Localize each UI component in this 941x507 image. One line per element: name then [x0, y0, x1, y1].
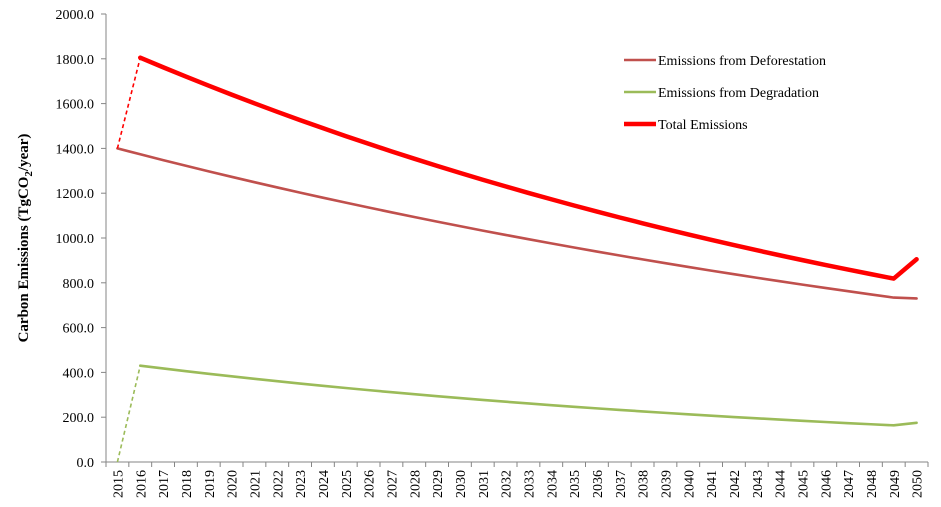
x-tick-label: 2042: [728, 470, 743, 498]
emissions-from-deforestation-line: [117, 148, 916, 298]
x-tick-label: 2048: [865, 470, 880, 498]
y-tick-label: 1400.0: [56, 142, 95, 157]
x-tick-label: 2017: [157, 470, 172, 498]
x-tick-label: 2028: [408, 470, 423, 498]
x-tick-label: 2021: [248, 470, 263, 498]
x-tick-label: 2029: [431, 470, 446, 498]
x-tick-label: 2025: [340, 470, 355, 498]
x-tick-label: 2032: [500, 470, 515, 498]
x-tick-label: 2018: [180, 470, 195, 498]
x-tick-label: 2031: [477, 470, 492, 498]
y-tick-label: 1200.0: [56, 187, 95, 202]
y-tick-label: 2000.0: [56, 8, 95, 23]
x-tick-label: 2043: [751, 470, 766, 498]
y-tick-label: 600.0: [63, 322, 95, 337]
x-tick-label: 2050: [911, 470, 926, 498]
x-tick-label: 2035: [568, 470, 583, 498]
y-tick-label: 0.0: [77, 456, 95, 471]
legend: Emissions from Deforestation Emissions fr…: [624, 54, 826, 133]
emissions-line-chart: Carbon Emissions (TgCO2/year) 0.0 200.0 40…: [0, 0, 941, 507]
x-tick-label: 2015: [111, 470, 126, 498]
x-tick-label: 2040: [682, 470, 697, 498]
x-tick-label: 2023: [294, 470, 309, 498]
y-tick-label: 200.0: [63, 411, 95, 426]
x-tick-label: 2038: [637, 470, 652, 498]
series-lines: [117, 58, 916, 462]
x-tick-label: 2044: [774, 470, 789, 498]
x-tick-label: 2034: [545, 470, 560, 498]
x-tick-label: 2022: [271, 470, 286, 498]
x-axis-ticks: 2015 2016 2017 2018 2019 2020 2021 2022 2023 2024…: [106, 462, 928, 498]
y-axis-title: Carbon Emissions (TgCO2/year): [16, 134, 35, 343]
x-tick-label: 2045: [796, 470, 811, 498]
y-tick-label: 400.0: [63, 366, 95, 381]
y-tick-label: 1000.0: [56, 232, 95, 247]
x-tick-label: 2036: [591, 470, 606, 498]
emissions-from-degradation-line: [140, 366, 916, 426]
x-tick-label: 2020: [226, 470, 241, 498]
y-axis-title-group: Carbon Emissions (TgCO2/year): [16, 134, 35, 343]
y-tick-label: 1800.0: [56, 53, 95, 68]
y-tick-label: 800.0: [63, 277, 95, 292]
x-tick-label: 2016: [134, 470, 149, 498]
x-tick-label: 2037: [614, 470, 629, 498]
legend-label-emissions-from-degradation: Emissions from Degradation: [658, 86, 819, 101]
legend-label-total-emissions: Total Emissions: [658, 118, 748, 133]
x-tick-label: 2039: [659, 470, 674, 498]
x-tick-label: 2024: [317, 470, 332, 498]
emissions-from-degradation-start-segment: [117, 366, 140, 462]
x-tick-label: 2030: [454, 470, 469, 498]
y-axis-ticks: 0.0 200.0 400.0 600.0 800.0 1000.0 1200.0 1400.…: [56, 8, 107, 471]
total-emissions-start-segment: [117, 58, 140, 149]
y-tick-label: 1600.0: [56, 98, 95, 113]
legend-label-emissions-from-deforestation: Emissions from Deforestation: [658, 54, 826, 69]
x-tick-label: 2047: [842, 470, 857, 498]
x-tick-label: 2049: [888, 470, 903, 498]
x-tick-label: 2026: [363, 470, 378, 498]
x-tick-label: 2046: [819, 470, 834, 498]
x-tick-label: 2041: [705, 470, 720, 498]
x-tick-label: 2033: [522, 470, 537, 498]
x-tick-label: 2027: [385, 470, 400, 498]
x-tick-label: 2019: [203, 470, 218, 498]
